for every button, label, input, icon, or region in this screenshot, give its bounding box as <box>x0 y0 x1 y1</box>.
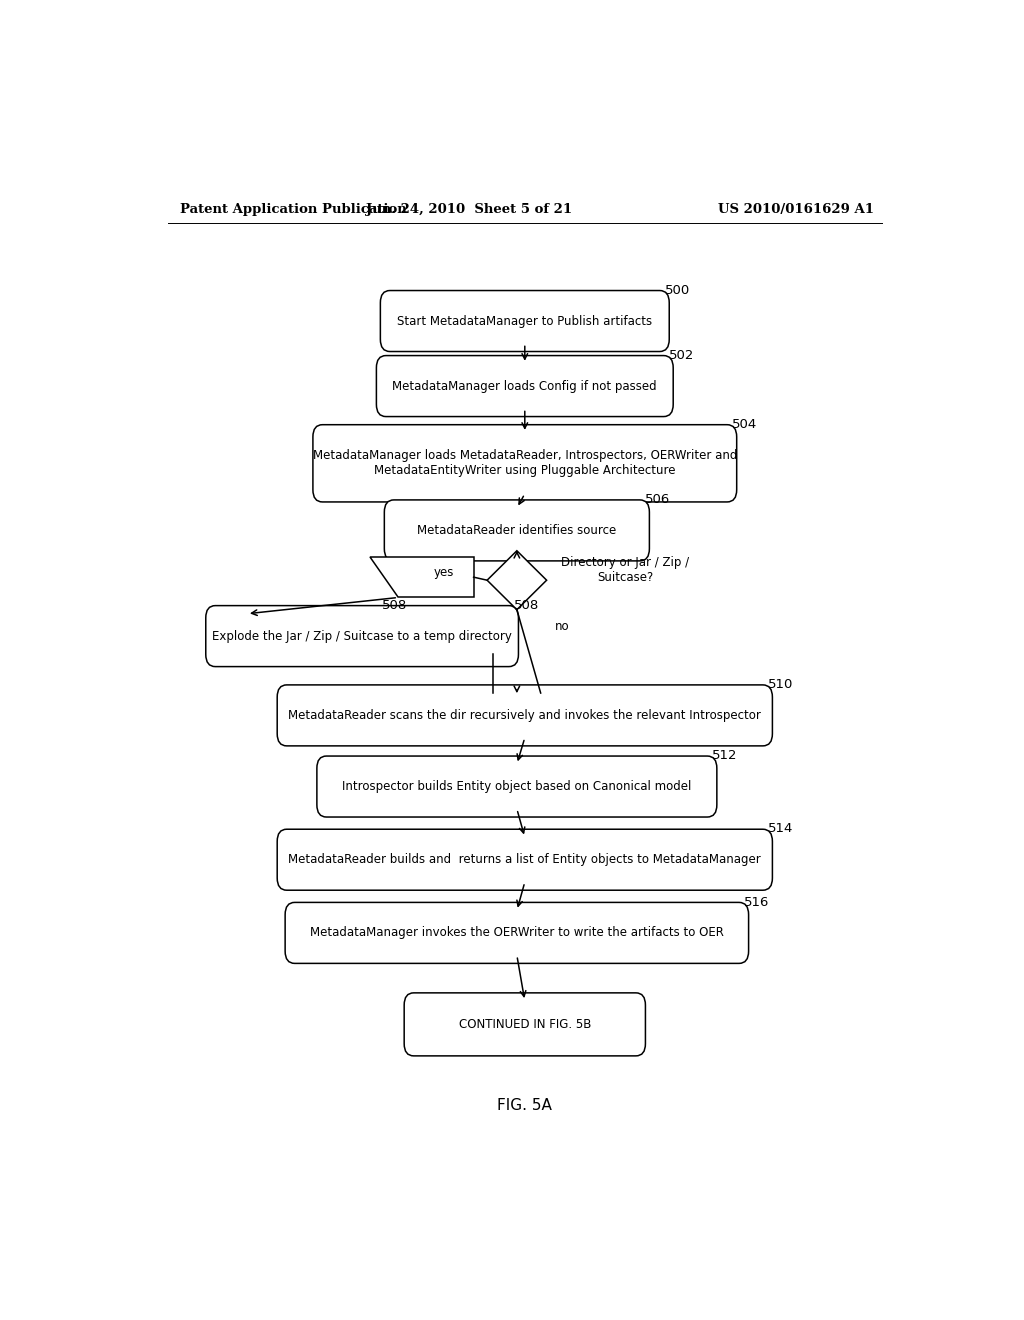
FancyBboxPatch shape <box>380 290 670 351</box>
Text: Explode the Jar / Zip / Suitcase to a temp directory: Explode the Jar / Zip / Suitcase to a te… <box>212 630 512 643</box>
Text: MetadataReader identifies source: MetadataReader identifies source <box>417 524 616 537</box>
Text: MetadataReader builds and  returns a list of Entity objects to MetadataManager: MetadataReader builds and returns a list… <box>289 853 761 866</box>
Text: 504: 504 <box>732 418 757 430</box>
Text: 506: 506 <box>645 492 670 506</box>
Text: no: no <box>555 620 569 632</box>
Text: 508: 508 <box>514 599 539 611</box>
Text: US 2010/0161629 A1: US 2010/0161629 A1 <box>718 203 873 215</box>
Text: MetadataManager invokes the OERWriter to write the artifacts to OER: MetadataManager invokes the OERWriter to… <box>310 927 724 940</box>
Text: 516: 516 <box>743 895 769 908</box>
FancyBboxPatch shape <box>404 993 645 1056</box>
Text: 514: 514 <box>768 822 793 836</box>
Text: Jun. 24, 2010  Sheet 5 of 21: Jun. 24, 2010 Sheet 5 of 21 <box>367 203 572 215</box>
Text: CONTINUED IN FIG. 5B: CONTINUED IN FIG. 5B <box>459 1018 591 1031</box>
Text: 502: 502 <box>669 348 694 362</box>
Polygon shape <box>371 557 474 598</box>
Text: 512: 512 <box>712 750 737 762</box>
Polygon shape <box>487 550 547 610</box>
FancyBboxPatch shape <box>278 685 772 746</box>
FancyBboxPatch shape <box>285 903 749 964</box>
Text: Introspector builds Entity object based on Canonical model: Introspector builds Entity object based … <box>342 780 691 793</box>
Text: Patent Application Publication: Patent Application Publication <box>179 203 407 215</box>
Text: 500: 500 <box>665 284 690 297</box>
FancyBboxPatch shape <box>206 606 518 667</box>
Text: MetadataManager loads MetadataReader, Introspectors, OERWriter and
MetadataEntit: MetadataManager loads MetadataReader, In… <box>312 449 737 478</box>
Text: Start MetadataManager to Publish artifacts: Start MetadataManager to Publish artifac… <box>397 314 652 327</box>
FancyBboxPatch shape <box>313 425 736 502</box>
Text: 510: 510 <box>768 678 793 690</box>
Text: MetadataReader scans the dir recursively and invokes the relevant Introspector: MetadataReader scans the dir recursively… <box>289 709 761 722</box>
FancyBboxPatch shape <box>278 829 772 890</box>
Text: MetadataManager loads Config if not passed: MetadataManager loads Config if not pass… <box>392 380 657 392</box>
Text: 508: 508 <box>382 599 408 611</box>
FancyBboxPatch shape <box>316 756 717 817</box>
FancyBboxPatch shape <box>384 500 649 561</box>
Text: Directory or Jar / Zip /
Suitcase?: Directory or Jar / Zip / Suitcase? <box>561 556 689 583</box>
Text: yes: yes <box>434 565 454 578</box>
FancyBboxPatch shape <box>377 355 673 417</box>
Text: FIG. 5A: FIG. 5A <box>498 1098 552 1113</box>
